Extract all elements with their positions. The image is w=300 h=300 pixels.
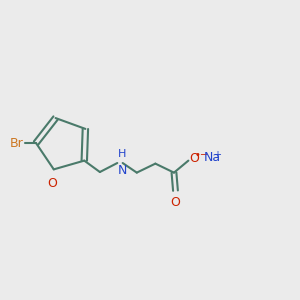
Text: +: + [213,150,221,160]
Text: •−: •− [194,150,208,160]
Text: O: O [47,177,57,190]
Text: H: H [118,149,127,159]
Text: O: O [170,196,180,209]
Text: Br: Br [9,136,23,150]
Text: O: O [189,152,199,165]
Text: Na: Na [203,151,220,164]
Text: N: N [117,164,127,177]
